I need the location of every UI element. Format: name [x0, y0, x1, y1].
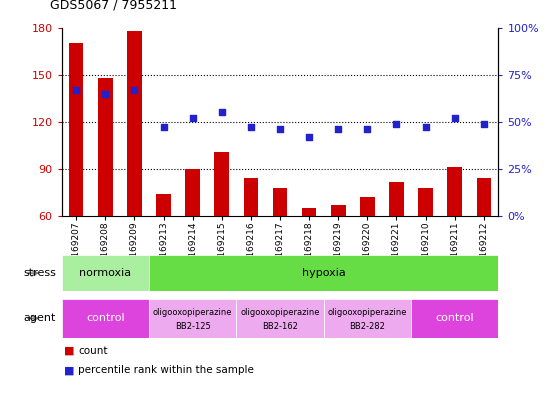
- Text: oligooxopiperazine: oligooxopiperazine: [328, 308, 407, 317]
- Text: oligooxopiperazine: oligooxopiperazine: [153, 308, 232, 317]
- Text: count: count: [78, 346, 108, 356]
- Bar: [214, 152, 229, 216]
- Bar: [185, 169, 200, 216]
- Text: ■: ■: [64, 365, 75, 375]
- Point: [159, 124, 168, 130]
- Bar: [447, 167, 462, 216]
- Point: [305, 134, 314, 140]
- Bar: [149, 299, 236, 338]
- Bar: [244, 178, 258, 216]
- Point: [276, 126, 284, 132]
- Bar: [477, 178, 491, 216]
- Bar: [62, 255, 149, 291]
- Text: GDS5067 / 7955211: GDS5067 / 7955211: [50, 0, 178, 12]
- Point: [188, 115, 197, 121]
- Text: percentile rank within the sample: percentile rank within the sample: [78, 365, 254, 375]
- Point: [363, 126, 372, 132]
- Bar: [149, 255, 498, 291]
- Text: normoxia: normoxia: [79, 268, 132, 278]
- Text: ■: ■: [64, 346, 75, 356]
- Bar: [156, 194, 171, 216]
- Point: [101, 90, 110, 97]
- Bar: [360, 197, 375, 216]
- Point: [217, 109, 226, 116]
- Bar: [389, 182, 404, 216]
- Text: stress: stress: [23, 268, 56, 278]
- Point: [421, 124, 430, 130]
- Text: oligooxopiperazine: oligooxopiperazine: [240, 308, 320, 317]
- Text: agent: agent: [24, 313, 56, 323]
- Point: [334, 126, 343, 132]
- Text: BB2-125: BB2-125: [175, 322, 211, 331]
- Text: control: control: [436, 313, 474, 323]
- Point: [246, 124, 255, 130]
- Bar: [236, 299, 324, 338]
- Point: [392, 121, 401, 127]
- Point: [479, 121, 488, 127]
- Bar: [411, 299, 498, 338]
- Text: control: control: [86, 313, 124, 323]
- Bar: [324, 299, 411, 338]
- Bar: [127, 31, 142, 216]
- Bar: [98, 78, 113, 216]
- Text: BB2-282: BB2-282: [349, 322, 385, 331]
- Bar: [331, 205, 346, 216]
- Bar: [302, 208, 316, 216]
- Bar: [273, 188, 287, 216]
- Point: [130, 86, 139, 93]
- Point: [72, 86, 81, 93]
- Bar: [69, 43, 83, 216]
- Text: hypoxia: hypoxia: [302, 268, 346, 278]
- Text: BB2-162: BB2-162: [262, 322, 298, 331]
- Bar: [62, 299, 149, 338]
- Bar: [418, 188, 433, 216]
- Point: [450, 115, 459, 121]
